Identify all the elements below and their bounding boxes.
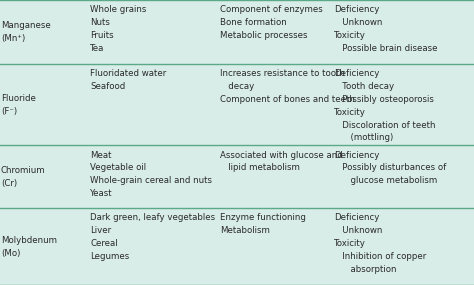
Text: Molybdenum
(Mo): Molybdenum (Mo)	[1, 236, 57, 258]
Text: Increases resistance to tooth
   decay
Component of bones and teeth: Increases resistance to tooth decay Comp…	[220, 69, 356, 104]
Text: Dark green, leafy vegetables
Liver
Cereal
Legumes: Dark green, leafy vegetables Liver Cerea…	[90, 213, 215, 261]
Text: Component of enzymes
Bone formation
Metabolic processes: Component of enzymes Bone formation Meta…	[220, 5, 323, 40]
Text: Deficiency
   Tooth decay
   Possibly osteoporosis
Toxicity
   Discoloration of : Deficiency Tooth decay Possibly osteopor…	[334, 69, 436, 142]
Text: Deficiency
   Possibly disturbances of
      glucose metabolism: Deficiency Possibly disturbances of gluc…	[334, 150, 447, 185]
Text: Manganese
(Mn⁺): Manganese (Mn⁺)	[1, 21, 51, 43]
Text: Meat
Vegetable oil
Whole-grain cereal and nuts
Yeast: Meat Vegetable oil Whole-grain cereal an…	[90, 150, 212, 198]
Text: Fluoride
(F⁻): Fluoride (F⁻)	[1, 94, 36, 116]
Text: Chromium
(Cr): Chromium (Cr)	[1, 166, 46, 188]
Text: Enzyme functioning
Metabolism: Enzyme functioning Metabolism	[220, 213, 306, 235]
Text: Deficiency
   Unknown
Toxicity
   Possible brain disease: Deficiency Unknown Toxicity Possible bra…	[334, 5, 438, 53]
Text: Whole grains
Nuts
Fruits
Tea: Whole grains Nuts Fruits Tea	[90, 5, 146, 53]
Text: Fluoridated water
Seafood: Fluoridated water Seafood	[90, 69, 166, 91]
Text: Deficiency
   Unknown
Toxicity
   Inhibition of copper
      absorption: Deficiency Unknown Toxicity Inhibition o…	[334, 213, 427, 274]
Text: Associated with glucose and
   lipid metabolism: Associated with glucose and lipid metabo…	[220, 150, 343, 172]
